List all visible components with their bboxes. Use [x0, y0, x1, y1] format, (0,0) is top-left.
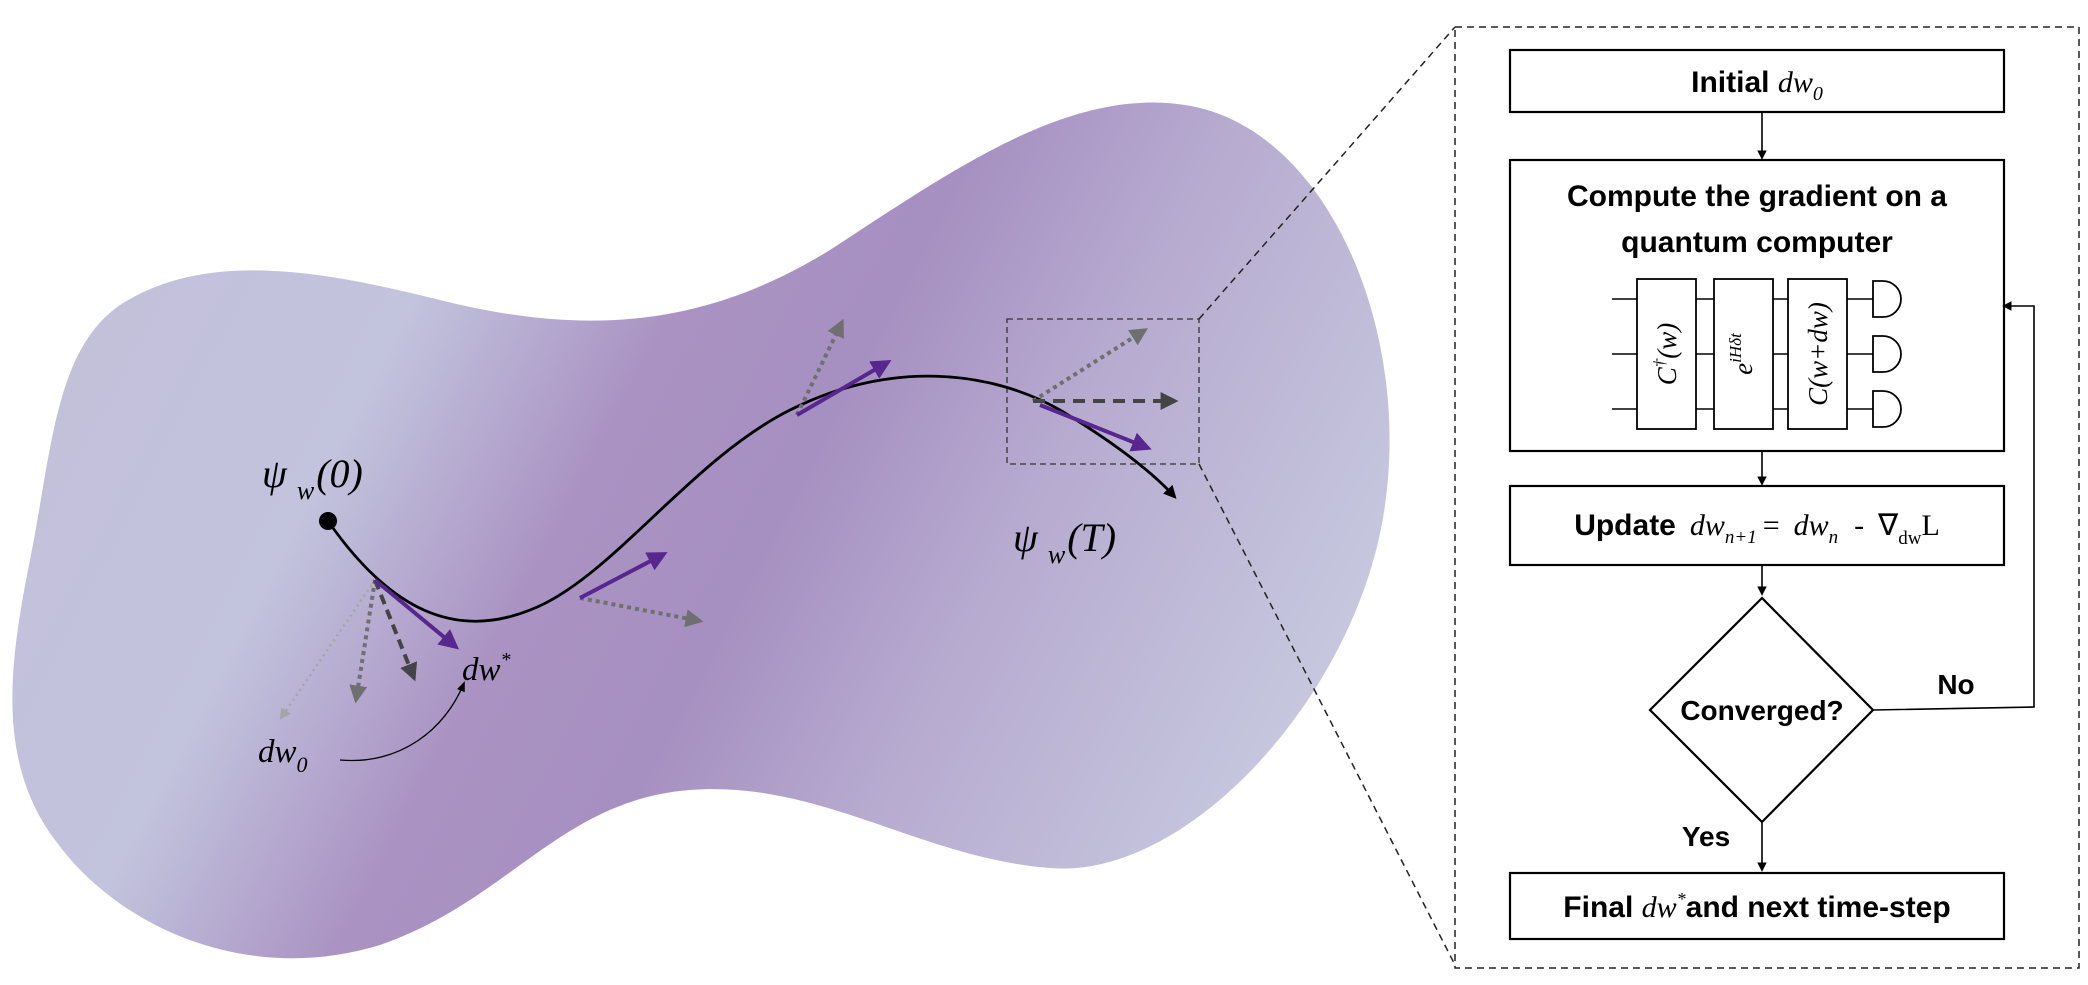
initial-box: [1508, 48, 2006, 114]
yes-label: Yes: [1682, 821, 1730, 852]
gate-c-dagger: [1636, 278, 1697, 430]
initial-box-label: Initial dw0: [1691, 66, 1823, 105]
gradient-arrow: [373, 578, 460, 650]
quantum-circuit: C†(w) eiHδt C(w+dw): [1612, 278, 1902, 430]
end-state-label: ψ w(T): [1013, 515, 1116, 569]
loop-back-arrow: [1872, 301, 2035, 711]
candidate-arrow: [795, 318, 844, 416]
gradient-arrow: [579, 552, 668, 600]
final-box: [1508, 871, 2006, 941]
optimization-curve: [339, 681, 465, 762]
update-box: [1508, 484, 2006, 567]
initial-step-label: dw0: [258, 734, 308, 777]
gate-c-shifted-label: C(w+dw): [1803, 302, 1833, 406]
measurement-icon: [1872, 335, 1902, 373]
zoom-connector-top: [1198, 26, 1456, 320]
gate-evolution-label: eiHδt: [1726, 332, 1758, 375]
measurement-icon: [1872, 280, 1902, 318]
flowchart-frame: [1454, 26, 2080, 969]
zoom-connector-bottom: [1198, 463, 1456, 966]
gate-c-dagger-label: C†(w): [1650, 323, 1682, 386]
flowchart: Initial dw0 Compute the gradient on a qu…: [1508, 48, 2035, 941]
optimal-step-label: dw*: [462, 649, 511, 688]
final-box-label: Final dw*and next time-step: [1563, 889, 1950, 924]
decision-label: Converged?: [1680, 695, 1843, 726]
compute-box-line2: quantum computer: [1621, 226, 1893, 259]
start-state-label: ψ w(0): [262, 451, 363, 505]
start-point: [319, 512, 337, 530]
gradient-arrow: [1039, 403, 1152, 452]
manifold-surface: [12, 102, 1390, 959]
no-label: No: [1937, 669, 1974, 700]
measurement-icon: [1872, 390, 1902, 428]
gradient-arrow: [795, 359, 892, 417]
candidate-arrow: [279, 579, 377, 720]
zoom-region: [1006, 318, 1200, 465]
candidate-arrows: [279, 318, 1179, 720]
candidate-arrow: [1031, 328, 1149, 403]
candidate-arrow: [373, 579, 418, 682]
update-box-label: Update dwn+1 = dwn - ∇dwL: [1574, 509, 1940, 549]
gate-c-shifted: [1787, 278, 1848, 430]
compute-box-line1: Compute the gradient on a: [1567, 180, 1947, 213]
gate-evolution: [1713, 278, 1774, 430]
